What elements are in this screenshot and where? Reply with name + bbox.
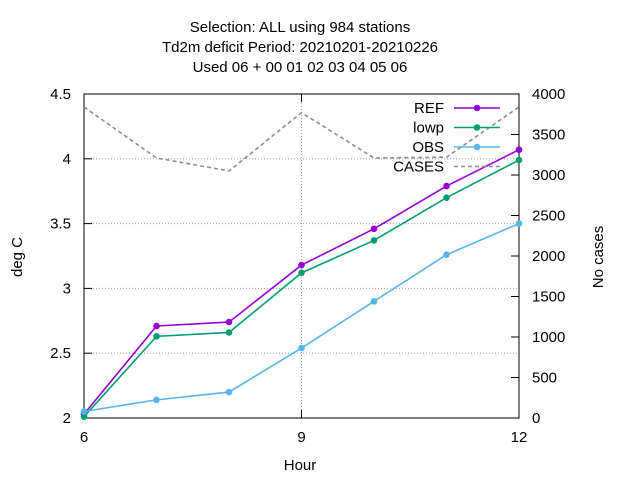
legend-label-ref: REF xyxy=(414,100,444,117)
data-point-lowp xyxy=(370,237,378,244)
y2-tick-label: 2000 xyxy=(532,248,565,265)
y2-axis-label: No cases xyxy=(590,226,607,289)
y2-tick-label: 2500 xyxy=(532,208,565,225)
y-tick-label: 3 xyxy=(63,280,71,297)
legend-marker-obs xyxy=(473,143,481,151)
legend-marker-ref xyxy=(473,104,481,112)
plot-area xyxy=(80,106,523,421)
legend-label-lowp: lowp xyxy=(413,120,444,137)
data-point-lowp xyxy=(515,156,523,164)
y-axis-label: deg C xyxy=(9,237,26,277)
data-point-obs xyxy=(515,220,523,227)
data-point-obs xyxy=(443,251,450,259)
data-point-obs xyxy=(370,298,378,305)
data-point-obs xyxy=(80,408,88,415)
y-tick-label: 4 xyxy=(63,151,71,168)
series-line-obs xyxy=(83,222,520,413)
data-point-ref xyxy=(370,225,378,233)
x-axis-label: Hour xyxy=(284,457,317,474)
y2-tick-label: 1000 xyxy=(532,329,565,346)
data-point-obs xyxy=(225,388,233,396)
y-tick-label: 2 xyxy=(63,410,71,427)
grid xyxy=(84,94,519,418)
legend: REF lowp OBS CASES xyxy=(393,100,500,176)
title-line-2: Td2m deficit Period: 20210201-20210226 xyxy=(162,39,438,56)
data-point-ref xyxy=(443,182,450,190)
series-line-cases xyxy=(83,106,520,172)
data-point-ref xyxy=(298,261,305,269)
y2-tick-label: 0 xyxy=(532,410,540,427)
chart-title: Selection: ALL using 984 stations Td2m d… xyxy=(162,19,438,76)
data-point-lowp xyxy=(298,269,305,277)
data-point-lowp xyxy=(443,194,450,201)
data-point-ref xyxy=(225,318,233,326)
x-tick-label: 9 xyxy=(297,429,305,446)
y2-tick-label: 1500 xyxy=(532,289,565,306)
data-point-ref xyxy=(515,146,523,154)
data-point-ref xyxy=(153,322,160,330)
title-line-3: Used 06 + 00 01 02 03 04 05 06 xyxy=(193,59,408,76)
y2-tick-label: 4000 xyxy=(532,86,565,103)
y2-tick-label: 3000 xyxy=(532,167,565,184)
data-point-lowp xyxy=(153,333,160,340)
title-line-1: Selection: ALL using 984 stations xyxy=(190,19,410,36)
x-tick-label: 6 xyxy=(80,429,88,446)
series-line-ref xyxy=(83,149,520,415)
x-tick-label: 12 xyxy=(511,429,528,446)
axes xyxy=(83,93,520,419)
tick-labels: 2 2.5 3 3.5 4 4.5 0 500 1000 1500 2000 2500 3000 3500… xyxy=(50,86,565,446)
data-point-obs xyxy=(153,396,160,404)
legend-marker-lowp xyxy=(473,124,481,131)
y2-tick-label: 500 xyxy=(532,370,557,387)
y2-tick-label: 3500 xyxy=(532,127,565,144)
y-tick-label: 2.5 xyxy=(50,345,71,362)
legend-label-obs: OBS xyxy=(412,139,444,156)
legend-label-cases: CASES xyxy=(393,159,444,176)
data-point-lowp xyxy=(80,413,88,421)
data-point-lowp xyxy=(225,329,233,336)
y-tick-label: 4.5 xyxy=(50,86,71,103)
y-tick-label: 3.5 xyxy=(50,216,71,233)
data-point-obs xyxy=(298,344,305,352)
